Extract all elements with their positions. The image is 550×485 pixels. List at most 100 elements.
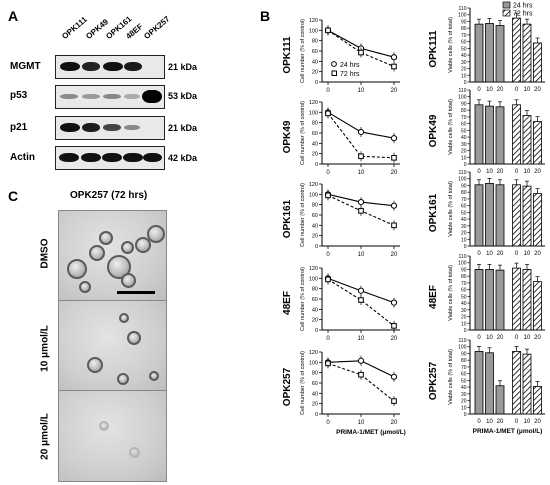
y-tick-label: 110 — [459, 88, 467, 94]
molecular-weight-label: 21 kDa — [168, 123, 198, 133]
spheroid — [121, 241, 134, 254]
y-tick-label: 100 — [309, 276, 318, 282]
y-tick-label: 60 — [461, 204, 467, 210]
data-point-72h — [391, 155, 397, 161]
bar-72h — [533, 281, 542, 331]
x-tick-label: 20 — [391, 88, 398, 94]
data-point-24h — [357, 128, 365, 136]
y-tick-label: 100 — [458, 261, 467, 267]
y-tick-label: 70 — [461, 365, 467, 371]
y-tick-label: 60 — [461, 372, 467, 378]
x-tick-label: 20 — [497, 169, 504, 175]
y-tick-label: 80 — [312, 39, 318, 45]
blot-band — [81, 153, 101, 162]
data-point-72h — [391, 398, 397, 404]
x-tick-label: 0 — [515, 335, 519, 341]
x-tick-label: 20 — [534, 87, 541, 93]
data-point-72h — [358, 49, 364, 56]
data-point-72h — [358, 208, 364, 214]
bar-72h — [522, 23, 532, 83]
y-tick-label: 20 — [461, 315, 467, 321]
blot-band — [124, 125, 140, 130]
blot-p21 — [55, 116, 165, 140]
legend-marker-24h — [331, 61, 337, 67]
y-tick-label: 60 — [461, 40, 467, 46]
y-tick-label: 100 — [458, 13, 467, 19]
bar-24h — [495, 385, 505, 415]
y-tick-label: 60 — [461, 122, 467, 128]
x-tick-label: 0 — [326, 420, 330, 426]
micrograph-dmso — [58, 210, 167, 302]
y-tick-label: 50 — [461, 378, 467, 384]
y-tick-label: 0 — [464, 412, 467, 418]
x-tick-label: 20 — [534, 169, 541, 175]
y-tick-label: 20 — [312, 70, 318, 76]
blot-band — [123, 153, 143, 162]
y-axis-label: Viable cells (% of total) — [448, 99, 454, 155]
bar-72h — [512, 104, 521, 165]
spheroid — [117, 373, 129, 385]
bar-72h — [522, 185, 532, 247]
y-tick-label: 80 — [461, 274, 467, 280]
x-tick-label: 0 — [326, 252, 330, 258]
cell-line-label: 48EF — [428, 285, 439, 309]
x-tick-label: 0 — [515, 251, 519, 257]
y-tick-label: 120 — [309, 266, 318, 272]
y-tick-label: 20 — [461, 67, 467, 73]
y-tick-label: 60 — [461, 288, 467, 294]
y-tick-label: 30 — [461, 308, 467, 314]
x-tick-label: 10 — [524, 251, 531, 257]
y-tick-label: 0 — [315, 244, 318, 250]
y-tick-label: 120 — [309, 100, 318, 106]
y-tick-label: 0 — [464, 80, 467, 86]
cell-line-label: OPK111 — [282, 36, 293, 74]
blot-band — [60, 123, 80, 132]
data-point-72h — [325, 27, 331, 34]
cell-line-label: OPK111 — [428, 30, 439, 68]
y-tick-label: 80 — [312, 203, 318, 209]
y-tick-label: 80 — [461, 358, 467, 364]
legend-label: 72 hrs — [513, 11, 533, 18]
y-tick-label: 90 — [461, 351, 467, 357]
y-tick-label: 40 — [312, 223, 318, 229]
x-tick-label: 10 — [358, 336, 365, 342]
y-tick-label: 20 — [312, 234, 318, 240]
bar-72h — [522, 115, 532, 165]
x-tick-label: 10 — [358, 88, 365, 94]
y-tick-label: 40 — [461, 217, 467, 223]
data-point-72h — [391, 222, 397, 229]
spheroid — [127, 331, 141, 345]
y-tick-label: 30 — [461, 224, 467, 230]
y-tick-label: 60 — [312, 381, 318, 387]
x-tick-label: 20 — [534, 335, 541, 341]
bar-24h — [474, 184, 484, 247]
blot-band — [59, 153, 79, 162]
y-tick-label: 90 — [461, 101, 467, 107]
blot-band — [103, 94, 121, 99]
y-tick-label: 110 — [459, 254, 467, 260]
series-line-72h — [327, 362, 395, 402]
x-tick-label: 10 — [358, 170, 365, 176]
legend-label: 24 hrs — [513, 3, 533, 10]
data-point-72h — [325, 192, 331, 199]
spheroid — [129, 447, 140, 458]
spheroid — [67, 259, 87, 279]
molecular-weight-label: 21 kDa — [168, 62, 198, 72]
cell-line-label: OPK49 — [428, 114, 439, 147]
bar-24h — [485, 23, 494, 83]
cell-line-label: 48EF — [282, 291, 293, 315]
y-tick-label: 60 — [312, 297, 318, 303]
x-tick-label: 20 — [534, 419, 541, 425]
panel-b-label: B — [260, 8, 271, 24]
y-tick-label: 100 — [309, 360, 318, 366]
molecular-weight-label: 53 kDa — [168, 91, 198, 101]
data-point-72h — [325, 360, 331, 367]
cell-line-label: OPK161 — [428, 193, 439, 232]
bar-24h — [495, 106, 505, 165]
x-tick-label: 10 — [486, 169, 493, 175]
cell-line-label: OPK161 — [282, 199, 293, 238]
x-tick-label: 10 — [524, 87, 531, 93]
x-tick-label: 0 — [515, 419, 519, 425]
data-point-24h — [357, 287, 365, 294]
